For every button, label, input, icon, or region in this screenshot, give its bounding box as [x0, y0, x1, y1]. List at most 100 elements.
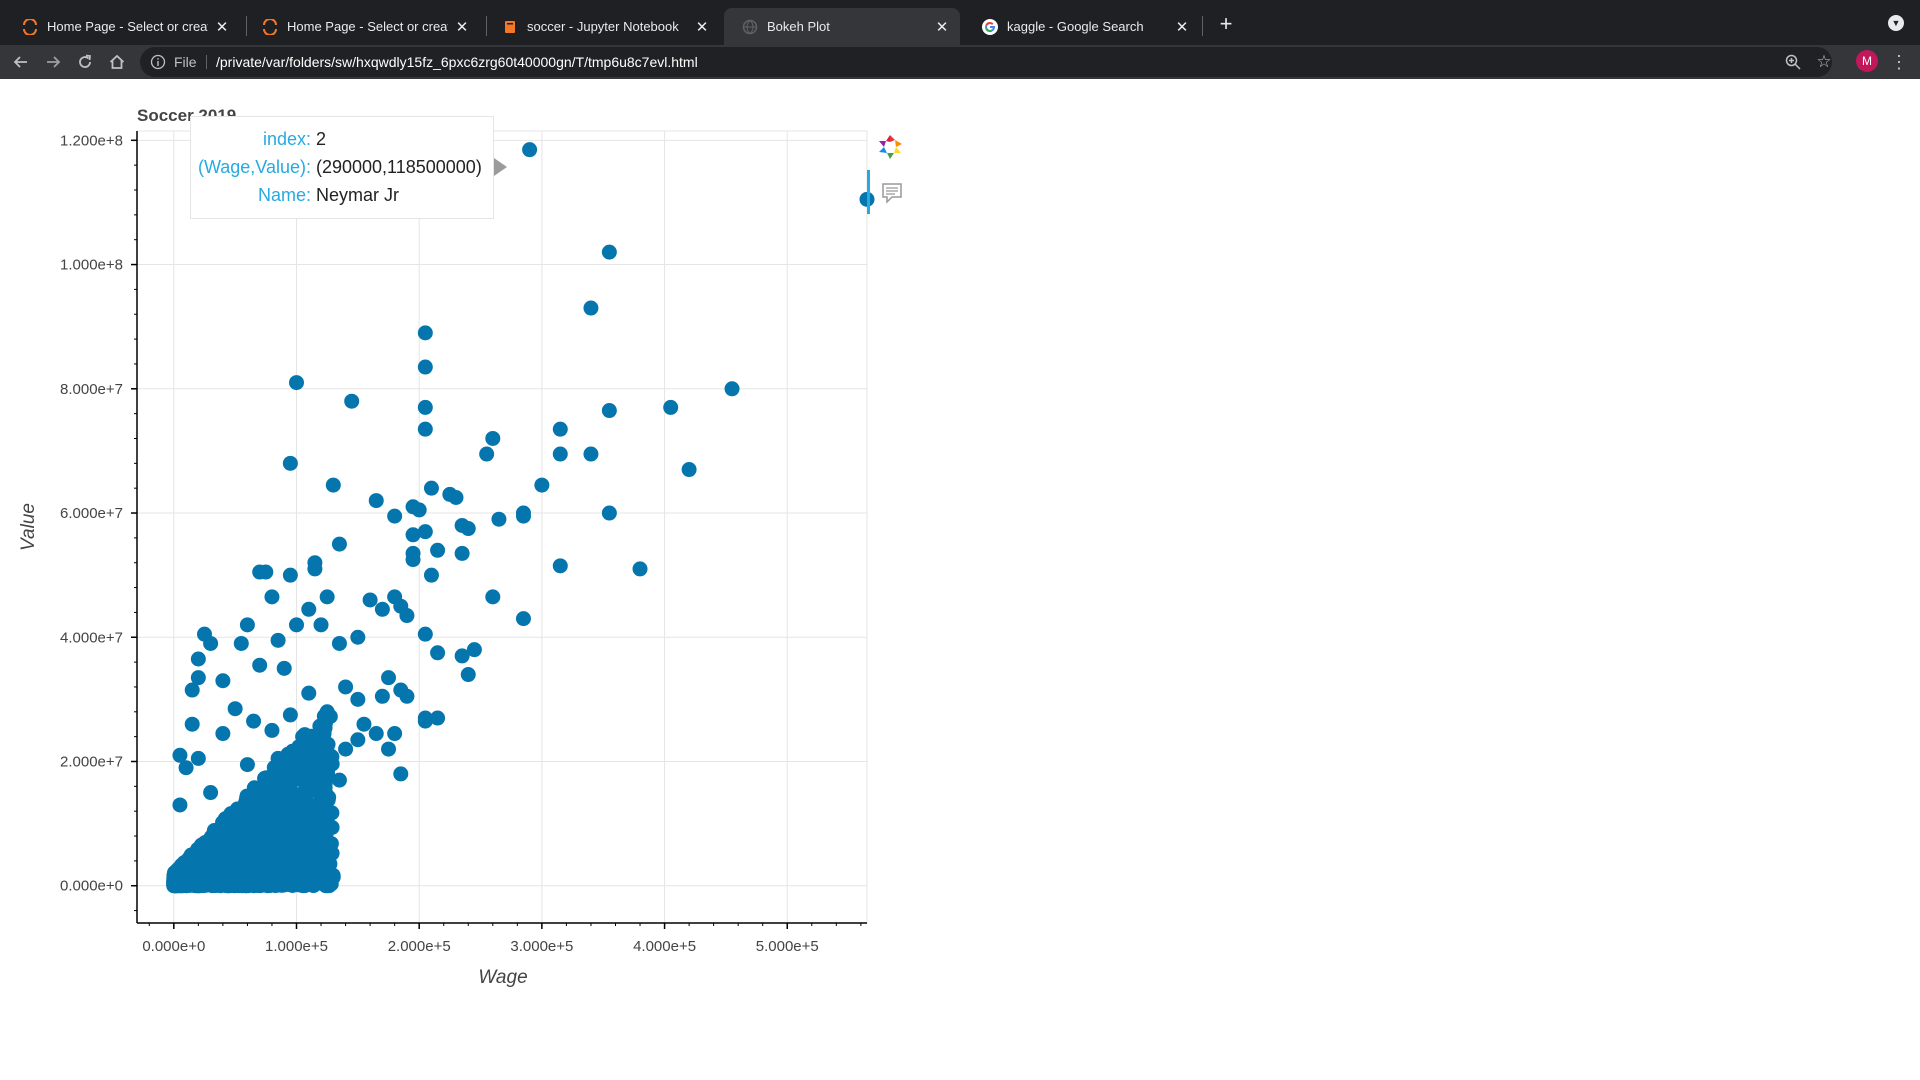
bokeh-toolbar — [867, 128, 913, 218]
data-point — [583, 300, 599, 316]
data-point — [319, 704, 335, 720]
bokeh-logo-icon[interactable] — [875, 132, 905, 162]
data-point — [282, 455, 298, 471]
data-point — [601, 403, 617, 419]
active-tool-indicator — [867, 170, 870, 214]
x-tick-label: 3.000e+5 — [510, 938, 573, 955]
data-point — [200, 857, 216, 873]
data-point — [350, 629, 366, 645]
data-point — [314, 724, 330, 740]
data-point — [515, 508, 531, 524]
y-axis-label: Value — [18, 503, 39, 551]
data-point — [172, 747, 188, 763]
tab-kaggle-search[interactable]: kaggle - Google Search ✕ — [964, 8, 1200, 45]
data-point — [177, 866, 193, 882]
data-point — [249, 842, 265, 858]
data-point — [227, 701, 243, 717]
close-icon[interactable]: ✕ — [695, 18, 709, 36]
new-tab-button[interactable]: + — [1219, 11, 1233, 36]
data-point — [325, 869, 341, 885]
tooltip-value: 2 — [316, 129, 327, 149]
close-icon[interactable]: ✕ — [455, 18, 469, 36]
data-point — [282, 707, 298, 723]
data-point — [325, 477, 341, 493]
home-icon[interactable] — [104, 49, 130, 75]
data-point — [331, 536, 347, 552]
zoom-icon[interactable] — [1784, 53, 1802, 71]
bookmark-star-icon[interactable]: ☆ — [1816, 52, 1832, 71]
data-point — [311, 746, 327, 762]
tooltip-key: Name: — [257, 185, 311, 205]
data-point — [466, 642, 482, 658]
data-point — [632, 561, 648, 577]
data-point — [191, 869, 207, 885]
data-point — [271, 873, 287, 889]
data-point — [184, 716, 200, 732]
data-point — [215, 726, 231, 742]
close-icon[interactable]: ✕ — [1175, 18, 1189, 36]
data-point — [258, 770, 274, 786]
data-point — [331, 635, 347, 651]
address-url[interactable]: /private/var/folders/sw/hxqwdly15fz_6pxc… — [216, 54, 698, 70]
data-point — [289, 871, 305, 887]
data-point — [417, 359, 433, 375]
data-point — [319, 763, 335, 779]
data-point — [270, 750, 286, 766]
tab-search-icon[interactable]: ▼ — [1888, 15, 1904, 31]
data-point — [454, 648, 470, 664]
hover-tool-button[interactable] — [867, 170, 907, 214]
data-point — [515, 611, 531, 627]
x-tick-label: 5.000e+5 — [756, 938, 819, 955]
tab-bokeh-plot[interactable]: Bokeh Plot ✕ — [724, 8, 960, 45]
tab-home-page-1[interactable]: Home Page - Select or create a ✕ — [4, 8, 240, 45]
tooltip-row-wage-value: (Wage,Value): (290000,118500000) — [191, 157, 491, 181]
data-point — [258, 862, 274, 878]
data-point — [381, 670, 397, 686]
data-point — [237, 831, 253, 847]
data-point — [430, 645, 446, 661]
data-point — [423, 480, 439, 496]
data-point — [246, 713, 262, 729]
data-point — [393, 682, 409, 698]
data-point — [417, 399, 433, 415]
tab-soccer-notebook[interactable]: soccer - Jupyter Notebook ✕ — [484, 8, 720, 45]
avatar[interactable]: M — [1856, 50, 1878, 72]
back-icon[interactable] — [8, 49, 34, 75]
data-point — [430, 710, 446, 726]
tab-home-page-2[interactable]: Home Page - Select or create a ✕ — [244, 8, 480, 45]
data-point — [356, 716, 372, 732]
menu-icon[interactable]: ⋮ — [1890, 52, 1908, 72]
data-point — [190, 651, 206, 667]
address-bar[interactable]: File /private/var/folders/sw/hxqwdly15fz… — [140, 47, 1832, 77]
tooltip-value: (290000,118500000) — [316, 157, 482, 177]
x-axis-label: Wage — [478, 967, 527, 988]
y-tick-label: 1.000e+8 — [60, 257, 123, 274]
hover-tool-icon — [881, 182, 903, 204]
info-icon[interactable] — [150, 54, 166, 70]
data-point — [282, 567, 298, 583]
data-point — [313, 831, 329, 847]
x-tick-label: 0.000e+0 — [142, 938, 205, 955]
data-point — [374, 688, 390, 704]
data-point — [287, 786, 303, 802]
data-point — [301, 753, 317, 769]
close-icon[interactable]: ✕ — [935, 18, 949, 36]
reload-icon[interactable] — [72, 49, 98, 75]
data-point — [601, 505, 617, 521]
tooltip-row-index: index: 2 — [191, 129, 491, 153]
data-point — [362, 592, 378, 608]
browser-toolbar: File /private/var/folders/sw/hxqwdly15fz… — [0, 45, 1920, 79]
data-point — [244, 859, 260, 875]
tab-divider — [246, 16, 247, 36]
data-point — [295, 729, 311, 745]
close-icon[interactable]: ✕ — [215, 18, 229, 36]
hover-tooltip: index: 2 (Wage,Value): (290000,118500000… — [190, 116, 494, 219]
data-point — [270, 800, 286, 816]
data-point — [203, 785, 219, 801]
data-point — [289, 827, 305, 843]
data-point — [278, 765, 294, 781]
google-icon — [982, 18, 998, 35]
data-point — [583, 446, 599, 462]
forward-icon[interactable] — [40, 49, 66, 75]
